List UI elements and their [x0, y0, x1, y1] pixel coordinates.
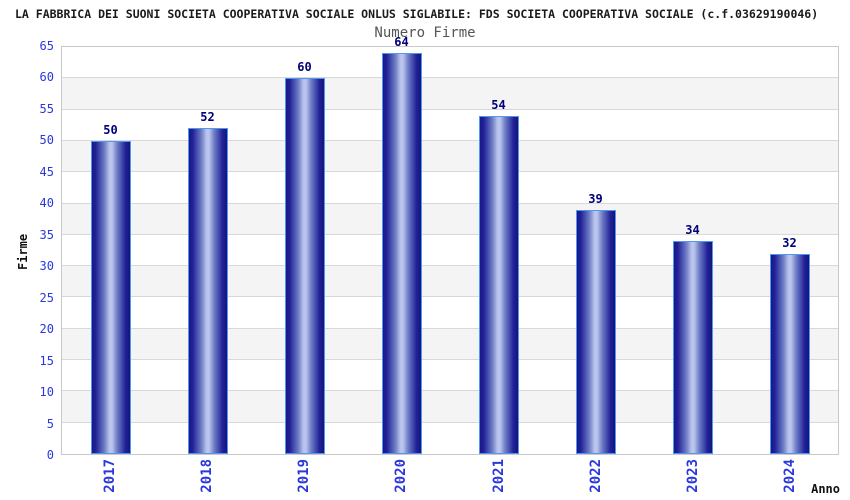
- bar: [769, 253, 810, 454]
- grid-band: [62, 422, 838, 454]
- bar-value-label: 50: [103, 122, 118, 137]
- bar: [187, 128, 228, 454]
- bar-value-label: 54: [491, 97, 506, 112]
- bar: [478, 115, 519, 454]
- bar: [672, 241, 713, 454]
- y-tick-label: 50: [39, 133, 54, 148]
- gridline: [62, 171, 838, 173]
- y-tick-label: 5: [46, 416, 54, 431]
- y-tick-label: 35: [39, 227, 54, 242]
- gridline: [62, 296, 838, 298]
- grid-band: [62, 109, 838, 141]
- y-tick-label: 40: [39, 196, 54, 211]
- chart-subtitle: Numero Firme: [374, 25, 476, 41]
- bar-value-label: 52: [200, 110, 215, 125]
- x-tick-label: 2020: [393, 459, 410, 493]
- grid-band: [62, 328, 838, 361]
- plot-area: 50 52 60 64 54 39 34 32: [61, 36, 839, 455]
- bar: [381, 53, 422, 454]
- x-tick-label: 2021: [490, 459, 507, 493]
- bar-value-label: 34: [685, 223, 700, 238]
- x-tick-label: 2019: [296, 459, 313, 493]
- y-tick-label: 60: [39, 70, 54, 85]
- bar: [284, 78, 325, 454]
- y-tick-label: 10: [39, 385, 54, 400]
- y-tick-label: 25: [39, 290, 54, 305]
- grid-band: [62, 78, 838, 110]
- y-axis-tick-labels: 0 5 10 15 20 25 30 35 40 45 50 55 60 65: [0, 40, 54, 461]
- grid-band: [62, 391, 838, 423]
- gridline: [62, 139, 838, 141]
- gridline: [62, 202, 838, 204]
- y-tick-label: 30: [39, 259, 54, 274]
- bar-value-label: 32: [782, 235, 797, 250]
- x-tick-label: 2023: [685, 459, 702, 493]
- gridline: [62, 77, 838, 79]
- x-tick-label: 2017: [101, 459, 118, 493]
- y-tick-label: 20: [39, 322, 54, 337]
- x-tick-label: 2022: [587, 459, 604, 493]
- bar-value-label: 64: [394, 35, 409, 50]
- gridline: [62, 327, 838, 329]
- grid-band: [62, 234, 838, 267]
- grid-band: [62, 140, 838, 173]
- grid-band: [62, 203, 838, 235]
- chart-title: LA FABBRICA DEI SUONI SOCIETA COOPERATIV…: [15, 7, 819, 21]
- x-tick-label: 2018: [198, 459, 215, 493]
- grid-band: [62, 297, 838, 329]
- x-axis-title: Anno: [811, 482, 840, 496]
- grid-band: [62, 266, 838, 298]
- bar-value-label: 39: [588, 191, 603, 206]
- y-tick-label: 45: [39, 164, 54, 179]
- gridline: [62, 233, 838, 235]
- grid-band: [62, 360, 838, 392]
- y-tick-label: 65: [39, 39, 54, 53]
- bar-value-label: 60: [297, 60, 312, 75]
- gridline: [62, 421, 838, 423]
- gridline: [62, 265, 838, 267]
- y-tick-label: 15: [39, 353, 54, 368]
- grid-band: [62, 172, 838, 204]
- gridline: [62, 390, 838, 392]
- gridline: [62, 359, 838, 361]
- x-axis-tick-labels: 2017 2018 2019 2020 2021 2022 2023 2024: [61, 459, 839, 500]
- y-tick-label: 0: [46, 448, 54, 462]
- x-tick-label: 2024: [782, 459, 799, 493]
- y-tick-label: 55: [39, 101, 54, 116]
- grid-band: [62, 47, 838, 79]
- bar: [90, 140, 131, 454]
- bar: [575, 209, 616, 454]
- gridline: [62, 108, 838, 110]
